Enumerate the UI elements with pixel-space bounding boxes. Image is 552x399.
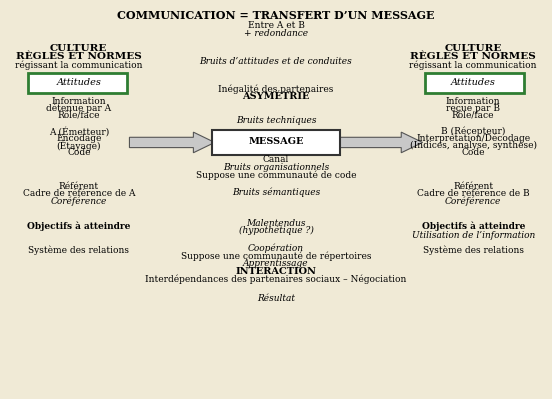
Text: Objectifs à atteindre: Objectifs à atteindre [27, 222, 130, 231]
Text: Suppose une communauté de code: Suppose une communauté de code [196, 170, 356, 180]
Text: Bruits techniques: Bruits techniques [236, 116, 316, 125]
Text: CULTURE: CULTURE [50, 43, 108, 53]
Text: Information: Information [446, 97, 501, 106]
Text: Résultat: Résultat [257, 294, 295, 303]
Text: Cadre de référence de B: Cadre de référence de B [417, 190, 529, 198]
Text: Suppose une communauté de répertoires: Suppose une communauté de répertoires [181, 251, 371, 261]
Text: CULTURE: CULTURE [444, 43, 502, 53]
Text: Encodage: Encodage [56, 134, 102, 143]
Text: (Indices, analyse, synthèse): (Indices, analyse, synthèse) [410, 141, 537, 150]
Text: Attitudes: Attitudes [451, 78, 496, 87]
Text: reçue par B: reçue par B [446, 104, 500, 113]
Text: MESSAGE: MESSAGE [248, 137, 304, 146]
Text: COMMUNICATION = TRANSFERT D’UN MESSAGE: COMMUNICATION = TRANSFERT D’UN MESSAGE [117, 10, 435, 21]
FancyBboxPatch shape [28, 73, 127, 93]
Text: Attitudes: Attitudes [56, 78, 101, 87]
Text: régissant la communication: régissant la communication [410, 61, 537, 70]
Text: Bruits organisationnels: Bruits organisationnels [223, 163, 329, 172]
Text: Coopération: Coopération [248, 244, 304, 253]
Text: Malentendus: Malentendus [246, 219, 306, 228]
Text: Inégalité des partenaires: Inégalité des partenaires [218, 85, 334, 94]
Text: ASYMÉTRIE: ASYMÉTRIE [242, 92, 310, 101]
Text: Interprétation/Décodage: Interprétation/Décodage [416, 134, 530, 143]
FancyBboxPatch shape [425, 73, 524, 93]
Text: INTERACTION: INTERACTION [236, 267, 316, 276]
Text: Canal: Canal [263, 155, 289, 164]
Text: Coréférence: Coréférence [445, 196, 501, 206]
Text: RÈGLES ET NORMES: RÈGLES ET NORMES [16, 52, 142, 61]
Text: RÈGLES ET NORMES: RÈGLES ET NORMES [410, 52, 536, 61]
Text: Bruits sémantiques: Bruits sémantiques [232, 188, 320, 197]
Text: Utilisation de l’information: Utilisation de l’information [412, 231, 535, 240]
Text: Référent: Référent [453, 182, 493, 192]
Text: Objectifs à atteindre: Objectifs à atteindre [422, 222, 525, 231]
Text: + redondance: + redondance [244, 30, 308, 38]
Text: Entre A et B: Entre A et B [247, 21, 305, 30]
Polygon shape [129, 132, 215, 153]
Text: A (Émetteur): A (Émetteur) [49, 126, 109, 136]
FancyBboxPatch shape [212, 130, 340, 155]
Text: Information: Information [51, 97, 106, 106]
Text: Rôle/face: Rôle/face [452, 111, 495, 120]
Text: (hypothétique ?): (hypothétique ?) [238, 226, 314, 235]
Text: Système des relations: Système des relations [423, 245, 524, 255]
Text: Interdépendances des partenaires sociaux – Négociation: Interdépendances des partenaires sociaux… [145, 275, 407, 284]
Text: Bruits d’attitudes et de conduites: Bruits d’attitudes et de conduites [200, 57, 352, 66]
Text: Référent: Référent [59, 182, 99, 192]
Text: (Étayage): (Étayage) [56, 140, 101, 151]
Text: Code: Code [67, 148, 91, 157]
Polygon shape [337, 132, 423, 153]
Text: Code: Code [461, 148, 485, 157]
Text: Système des relations: Système des relations [28, 245, 129, 255]
Text: détenue par A: détenue par A [46, 104, 112, 113]
Text: Rôle/face: Rôle/face [57, 111, 100, 120]
Text: Apprentissage: Apprentissage [243, 259, 309, 268]
Text: B (Récepteur): B (Récepteur) [441, 126, 506, 136]
Text: Cadre de référence de A: Cadre de référence de A [23, 190, 135, 198]
Text: Coréférence: Coréférence [51, 196, 107, 206]
Text: régissant la communication: régissant la communication [15, 61, 142, 70]
